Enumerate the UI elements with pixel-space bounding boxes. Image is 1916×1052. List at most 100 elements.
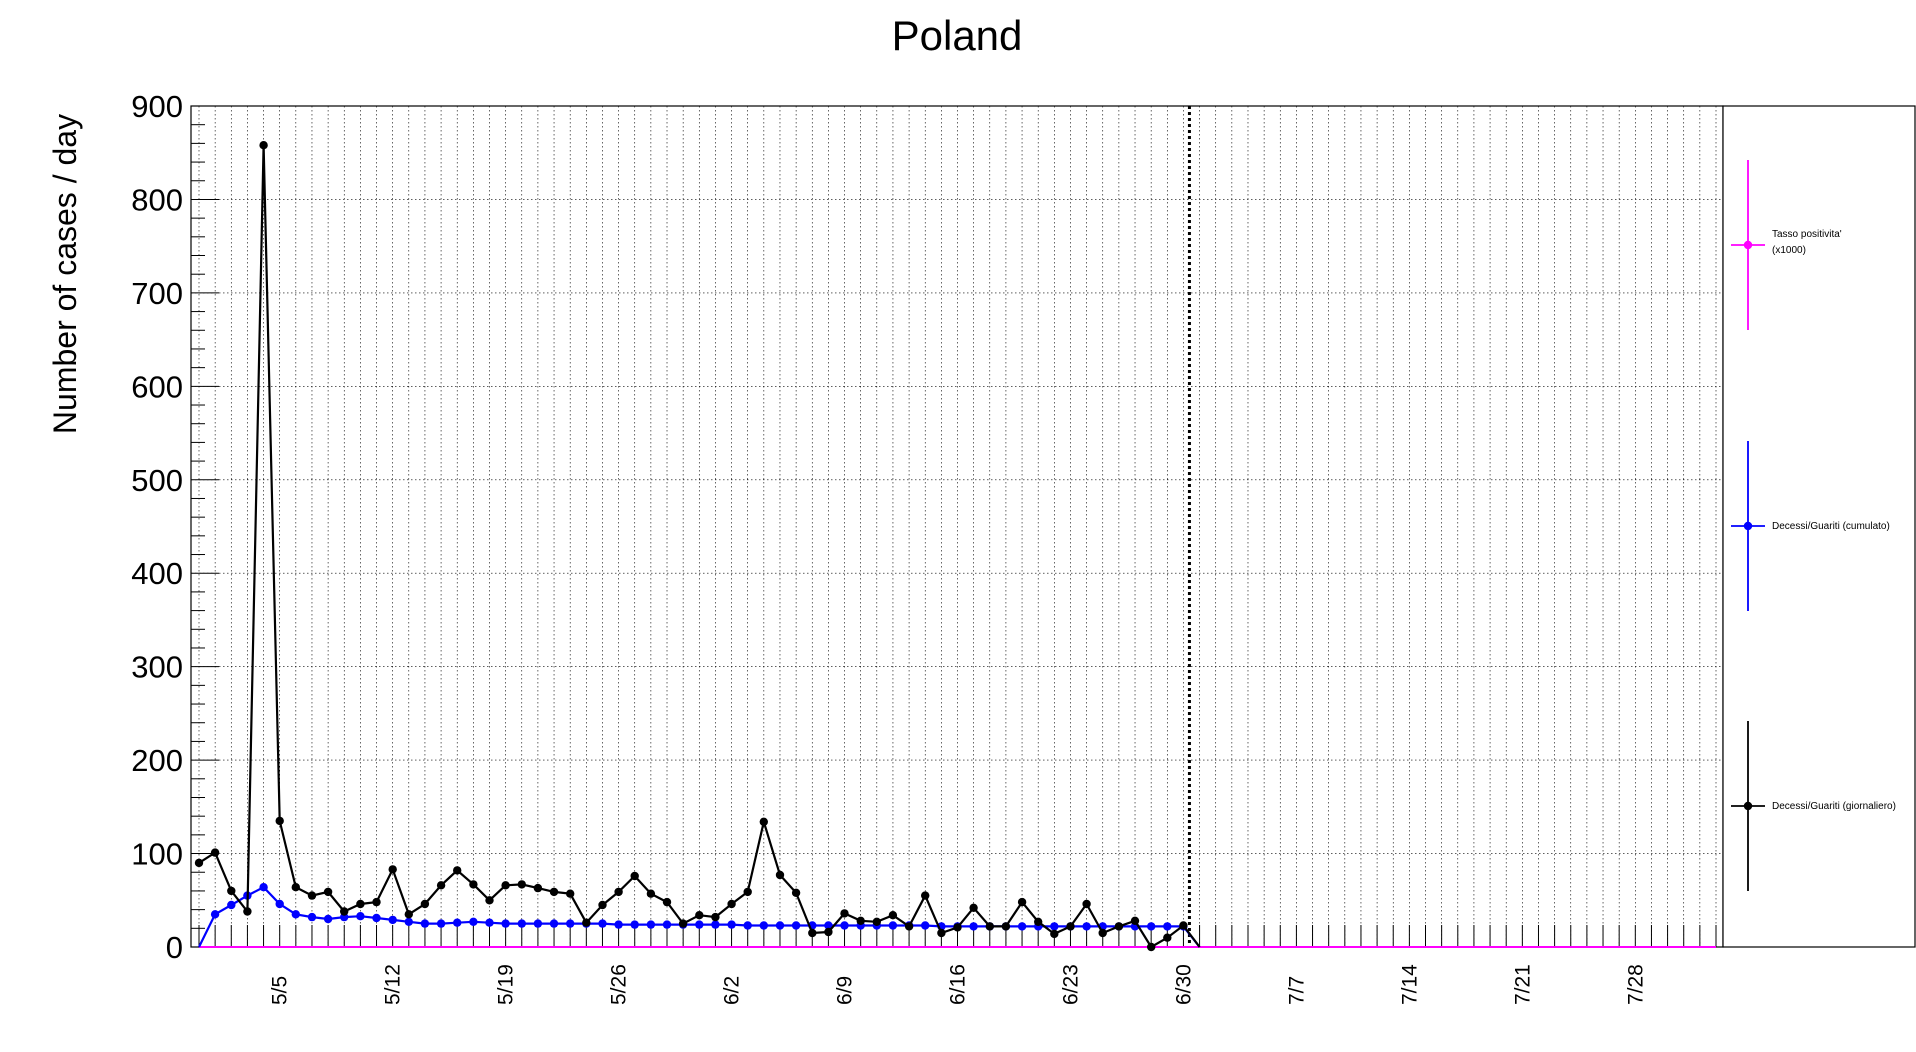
series-3-point <box>533 883 543 893</box>
series-3-point <box>1098 928 1107 938</box>
series-3-point <box>1082 899 1091 909</box>
series-3-point <box>921 891 930 900</box>
series-3-point <box>259 141 268 150</box>
series-3-point <box>937 928 946 938</box>
series-3-point <box>1050 929 1059 939</box>
series-2-point <box>469 917 478 926</box>
series-3-point <box>1130 916 1140 925</box>
legend-marker <box>1743 801 1753 811</box>
series-3-point <box>388 865 397 874</box>
grid <box>191 105 1723 948</box>
series-3-point <box>646 889 656 898</box>
series-3-point <box>791 888 801 897</box>
series-3-point <box>808 928 817 938</box>
series-2-point <box>840 921 849 930</box>
series-3-point <box>953 923 962 932</box>
y-tick-label: 800 <box>131 182 183 217</box>
y-tick-label: 400 <box>131 556 183 591</box>
series-2-point <box>1017 922 1027 931</box>
series-3-point <box>243 907 252 916</box>
legend: Tasso positivita' (x1000) Decessi/Guariti … <box>1722 105 1916 948</box>
x-tick-label: 7/21 <box>1511 964 1534 1005</box>
series-3-point <box>517 880 526 889</box>
series-2-point <box>549 919 559 928</box>
x-tick-label: 7/28 <box>1624 964 1647 1005</box>
x-tick-label: 6/2 <box>721 976 744 1005</box>
series-3-point <box>985 922 994 931</box>
series-3-point <box>969 903 978 912</box>
series-3-point <box>1034 917 1043 926</box>
series-2-point <box>1050 922 1059 931</box>
series-2-point <box>210 910 220 919</box>
y-tick-label: 300 <box>131 650 183 685</box>
series-2-point <box>566 919 575 928</box>
series-2-point <box>711 920 720 929</box>
series-2-point <box>759 921 768 930</box>
x-tick-label: 7/7 <box>1285 976 1308 1005</box>
series-3-point <box>711 912 720 922</box>
series-3-point <box>888 911 898 920</box>
series-2-point <box>259 883 268 892</box>
series-2-point <box>227 900 236 910</box>
series-2-point <box>291 910 300 919</box>
x-tick-label: 6/9 <box>834 976 857 1005</box>
series-2-point <box>791 921 801 930</box>
legend-marker <box>1743 240 1753 250</box>
x-tick-label: 5/19 <box>495 964 518 1005</box>
y-tick-label: 0 <box>166 930 183 965</box>
series-3-point <box>453 866 462 875</box>
series-2-point <box>743 921 752 930</box>
chart-title: Poland <box>892 12 1023 59</box>
series-2-point <box>598 919 607 928</box>
series-3-point <box>1001 922 1011 931</box>
series-3-point <box>824 927 833 937</box>
series-2-point <box>533 919 543 928</box>
series-2-point <box>630 920 639 929</box>
series-2-point <box>453 918 462 927</box>
legend-label-sub: (x1000) <box>1772 245 1806 256</box>
y-axis-label: Number of cases / day <box>47 114 83 434</box>
x-tick-label: 6/30 <box>1172 964 1195 1005</box>
y-tick-label: 500 <box>131 463 183 498</box>
y-tick-label: 100 <box>131 837 183 872</box>
series-2-point <box>775 921 785 930</box>
series-3-point <box>904 922 914 931</box>
series-2-point <box>275 899 284 909</box>
series-3-point <box>323 887 333 897</box>
series-3-point <box>775 870 785 880</box>
series-2-point <box>662 920 672 929</box>
series-3-point <box>695 911 704 920</box>
series-2-point <box>969 922 978 931</box>
series-3-point <box>275 816 284 826</box>
series-2-point <box>1163 922 1172 931</box>
series-3-point <box>404 910 413 919</box>
x-tick-label: 7/14 <box>1398 964 1421 1005</box>
series-2-point <box>420 919 430 928</box>
series-3-point <box>743 887 752 897</box>
x-tick-label: 5/5 <box>269 976 292 1005</box>
series-3-point <box>630 871 639 881</box>
series-3-point <box>1017 897 1027 907</box>
x-tick-label: 5/12 <box>382 964 405 1005</box>
series-3-point <box>1066 922 1075 931</box>
series <box>194 141 1716 952</box>
series-3-point <box>307 891 317 900</box>
series-3-point <box>614 887 623 897</box>
series-2-point <box>372 913 381 923</box>
x-tick-label: 5/26 <box>608 964 631 1005</box>
series-2-point <box>307 912 317 922</box>
series-2-point <box>824 921 833 930</box>
series-2-point <box>921 921 930 930</box>
series-3-point <box>194 858 204 868</box>
series-2-point <box>695 920 704 929</box>
series-2-point <box>323 914 333 924</box>
y-tick-label: 600 <box>131 369 183 404</box>
series-3-point <box>549 887 559 897</box>
series-2-point <box>646 920 656 929</box>
series-3-point <box>598 900 607 910</box>
series-3-point <box>727 899 736 909</box>
series-3-point <box>356 899 365 909</box>
x-tick-label: 6/16 <box>947 964 970 1005</box>
series-3-point <box>582 918 591 927</box>
